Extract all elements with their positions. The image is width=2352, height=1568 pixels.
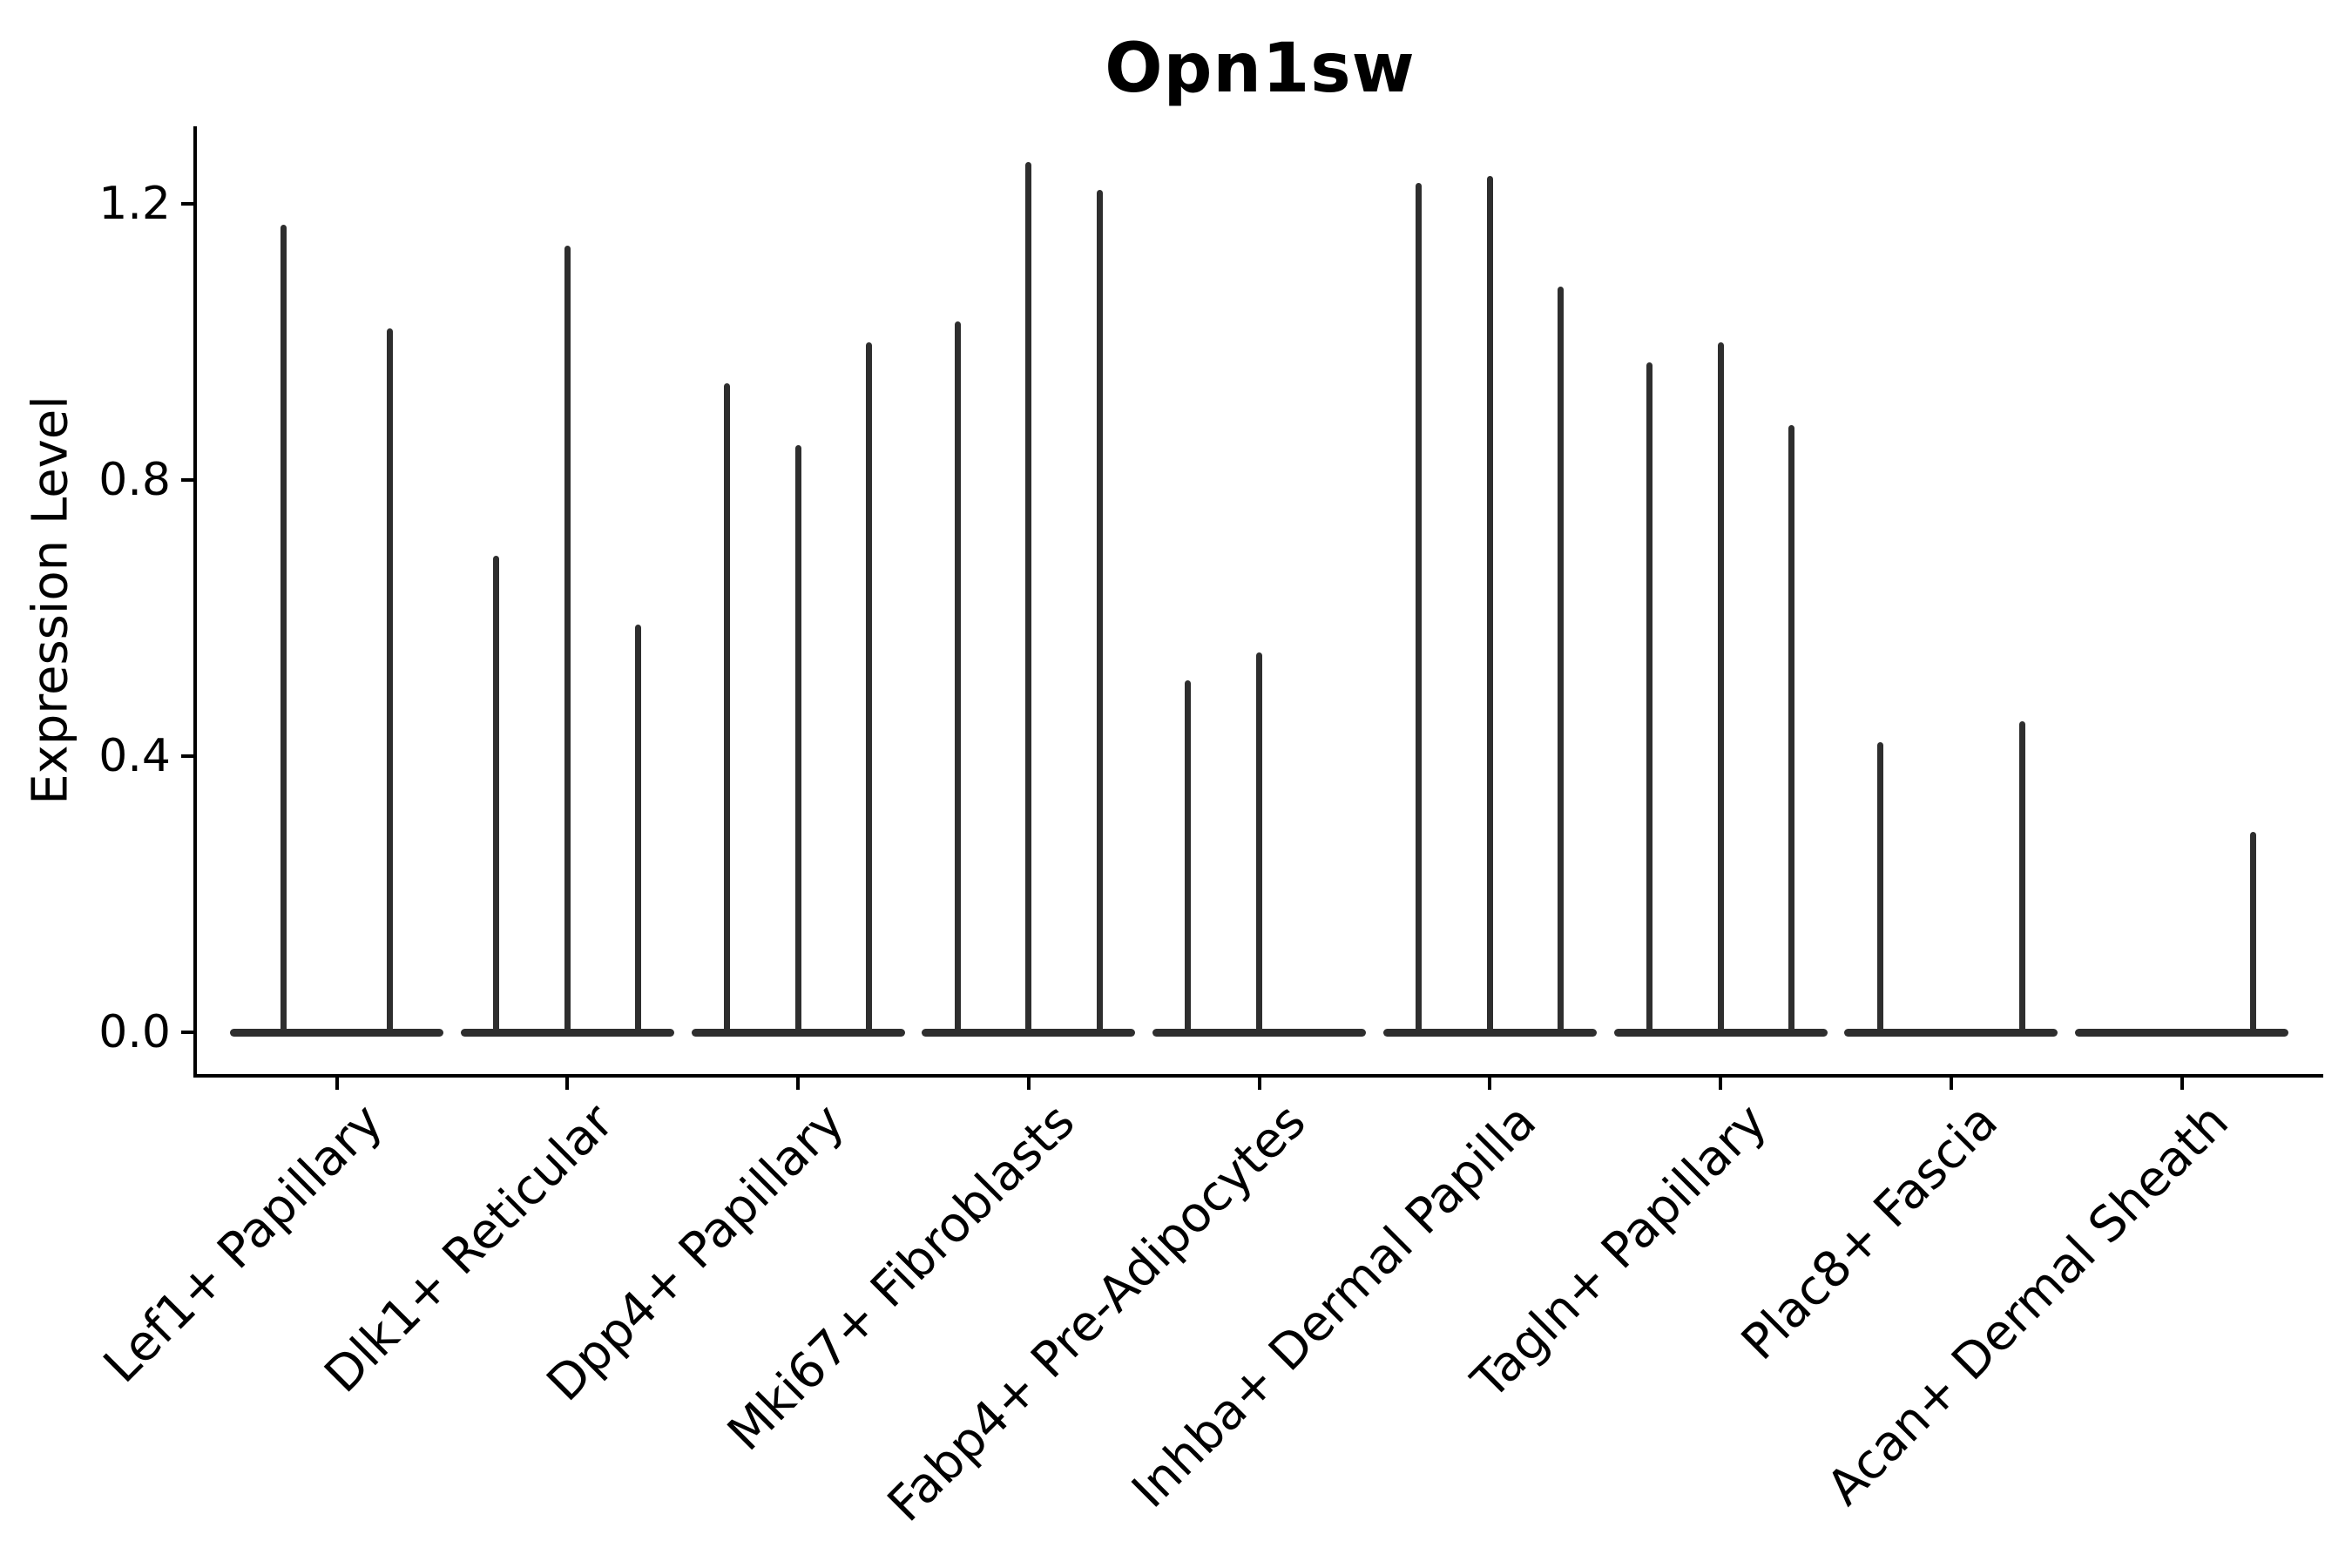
y-tick xyxy=(181,202,193,206)
x-tick xyxy=(796,1078,800,1090)
x-tick-label: Acan+ Dermal Sheath xyxy=(1815,1093,2240,1517)
left-spine xyxy=(193,126,197,1078)
x-tick xyxy=(1949,1078,1953,1090)
x-tick xyxy=(565,1078,570,1090)
bottom-spine xyxy=(193,1074,2323,1078)
y-tick-label: 0.0 xyxy=(98,1006,171,1058)
violin-spike xyxy=(1788,424,1795,1037)
violin-spike xyxy=(1486,176,1493,1037)
violin-spike xyxy=(280,224,287,1037)
violin-spike xyxy=(723,383,730,1037)
y-tick-label: 1.2 xyxy=(98,178,171,230)
violin-spike xyxy=(493,556,500,1037)
x-tick xyxy=(335,1078,339,1090)
y-tick-label: 0.8 xyxy=(98,454,171,506)
violin-base xyxy=(1844,1029,2058,1037)
violin-spike xyxy=(2249,832,2256,1037)
violin-spike xyxy=(1646,362,1652,1037)
x-tick-label: Inhba+ Dermal Papilla xyxy=(1121,1093,1548,1519)
violin-spike xyxy=(2018,721,2025,1037)
x-tick xyxy=(1488,1078,1492,1090)
x-tick xyxy=(1026,1078,1031,1090)
violin-spike xyxy=(1096,190,1103,1037)
violin-spike xyxy=(794,445,801,1037)
x-tick xyxy=(1257,1078,1261,1090)
y-tick-label: 0.4 xyxy=(98,730,171,782)
violin-spike xyxy=(1185,679,1192,1037)
violin-base xyxy=(230,1029,443,1037)
violin-spike xyxy=(564,245,571,1037)
violin-spike xyxy=(1416,183,1423,1037)
violin-spike xyxy=(635,625,642,1037)
violin-spike xyxy=(1256,652,1262,1037)
x-tick xyxy=(1719,1078,1722,1090)
violin-spike xyxy=(954,321,961,1037)
y-tick xyxy=(181,754,193,758)
violin-spike xyxy=(1025,162,1032,1037)
x-tick xyxy=(2180,1078,2184,1090)
x-tick-label: Fabp4+ Pre-Adipocytes xyxy=(876,1093,1317,1533)
chart-title: Opn1sw xyxy=(1105,30,1416,108)
violin-spike xyxy=(1717,341,1724,1037)
violin-base xyxy=(2075,1029,2288,1037)
violin-spike xyxy=(866,341,873,1037)
violin-spike xyxy=(1558,287,1565,1037)
violin-spike xyxy=(1876,742,1883,1037)
y-tick xyxy=(181,478,193,482)
violin-spike xyxy=(387,328,394,1037)
y-tick xyxy=(181,1031,193,1034)
